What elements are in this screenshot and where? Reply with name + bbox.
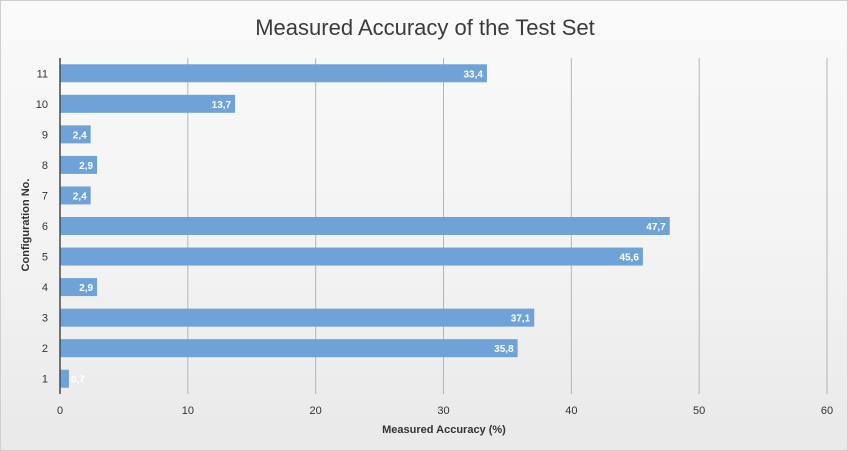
bar-config-6 [60,217,670,235]
bar-value-label: 2,4 [73,191,87,202]
bar-config-3 [60,308,535,327]
x-tick-label: 0 [57,405,63,417]
x-tick-label: 10 [182,405,194,417]
bar-config-5 [60,247,643,266]
x-tick-label: 40 [565,405,577,417]
y-tick-label: 3 [42,313,48,325]
y-tick-label: 2 [42,343,48,355]
bar-value-label: 33,4 [463,69,483,80]
y-tick-label: 6 [42,221,48,233]
bar-config-7 [60,186,91,205]
bar-labels: 0,7 35,8 37,1 2,9 45,6 47,7 2,4 2,9 2,4 13,7 33,4 [71,69,666,385]
y-tick-label: 9 [42,129,48,141]
bars [60,64,670,388]
x-axis-title: Measured Accuracy (%) [382,424,506,436]
bar-value-label: 2,9 [79,161,93,172]
y-tick-label: 1 [42,374,48,386]
x-tick-label: 30 [437,405,449,417]
x-tick-label: 50 [693,405,705,417]
y-tick-label: 7 [42,190,48,202]
y-tick-label: 4 [42,282,48,294]
bar-value-label: 47,7 [646,222,666,233]
y-tick-label: 8 [42,160,48,172]
bar-value-label: 0,7 [71,375,85,386]
bar-value-label: 35,8 [494,344,514,355]
bar-value-label: 45,6 [619,253,639,264]
bar-config-2 [60,339,518,358]
y-tick-label: 5 [42,252,48,264]
y-tick-label: 10 [36,99,48,111]
bar-config-11 [60,64,487,83]
x-tick-label: 20 [310,405,322,417]
bar-config-4 [60,278,98,297]
bar-config-9 [60,125,91,144]
bar-value-label: 2,4 [73,130,87,141]
y-tick-label: 11 [37,68,48,80]
y-axis-ticks: 1 2 3 4 5 6 7 8 9 10 11 [36,68,48,385]
bar-config-8 [60,155,98,174]
bar-value-label: 37,1 [511,314,531,325]
bar-value-label: 13,7 [212,100,232,111]
bar-config-10 [60,94,236,113]
chart-title: Measured Accuracy of the Test Set [255,15,595,40]
x-axis-ticks: 0 10 20 30 40 50 60 [57,405,833,417]
y-axis-title: Configuration No. [20,179,32,272]
x-tick-label: 60 [821,405,833,417]
bar-config-1 [60,369,69,388]
bar-value-label: 2,9 [79,283,93,294]
